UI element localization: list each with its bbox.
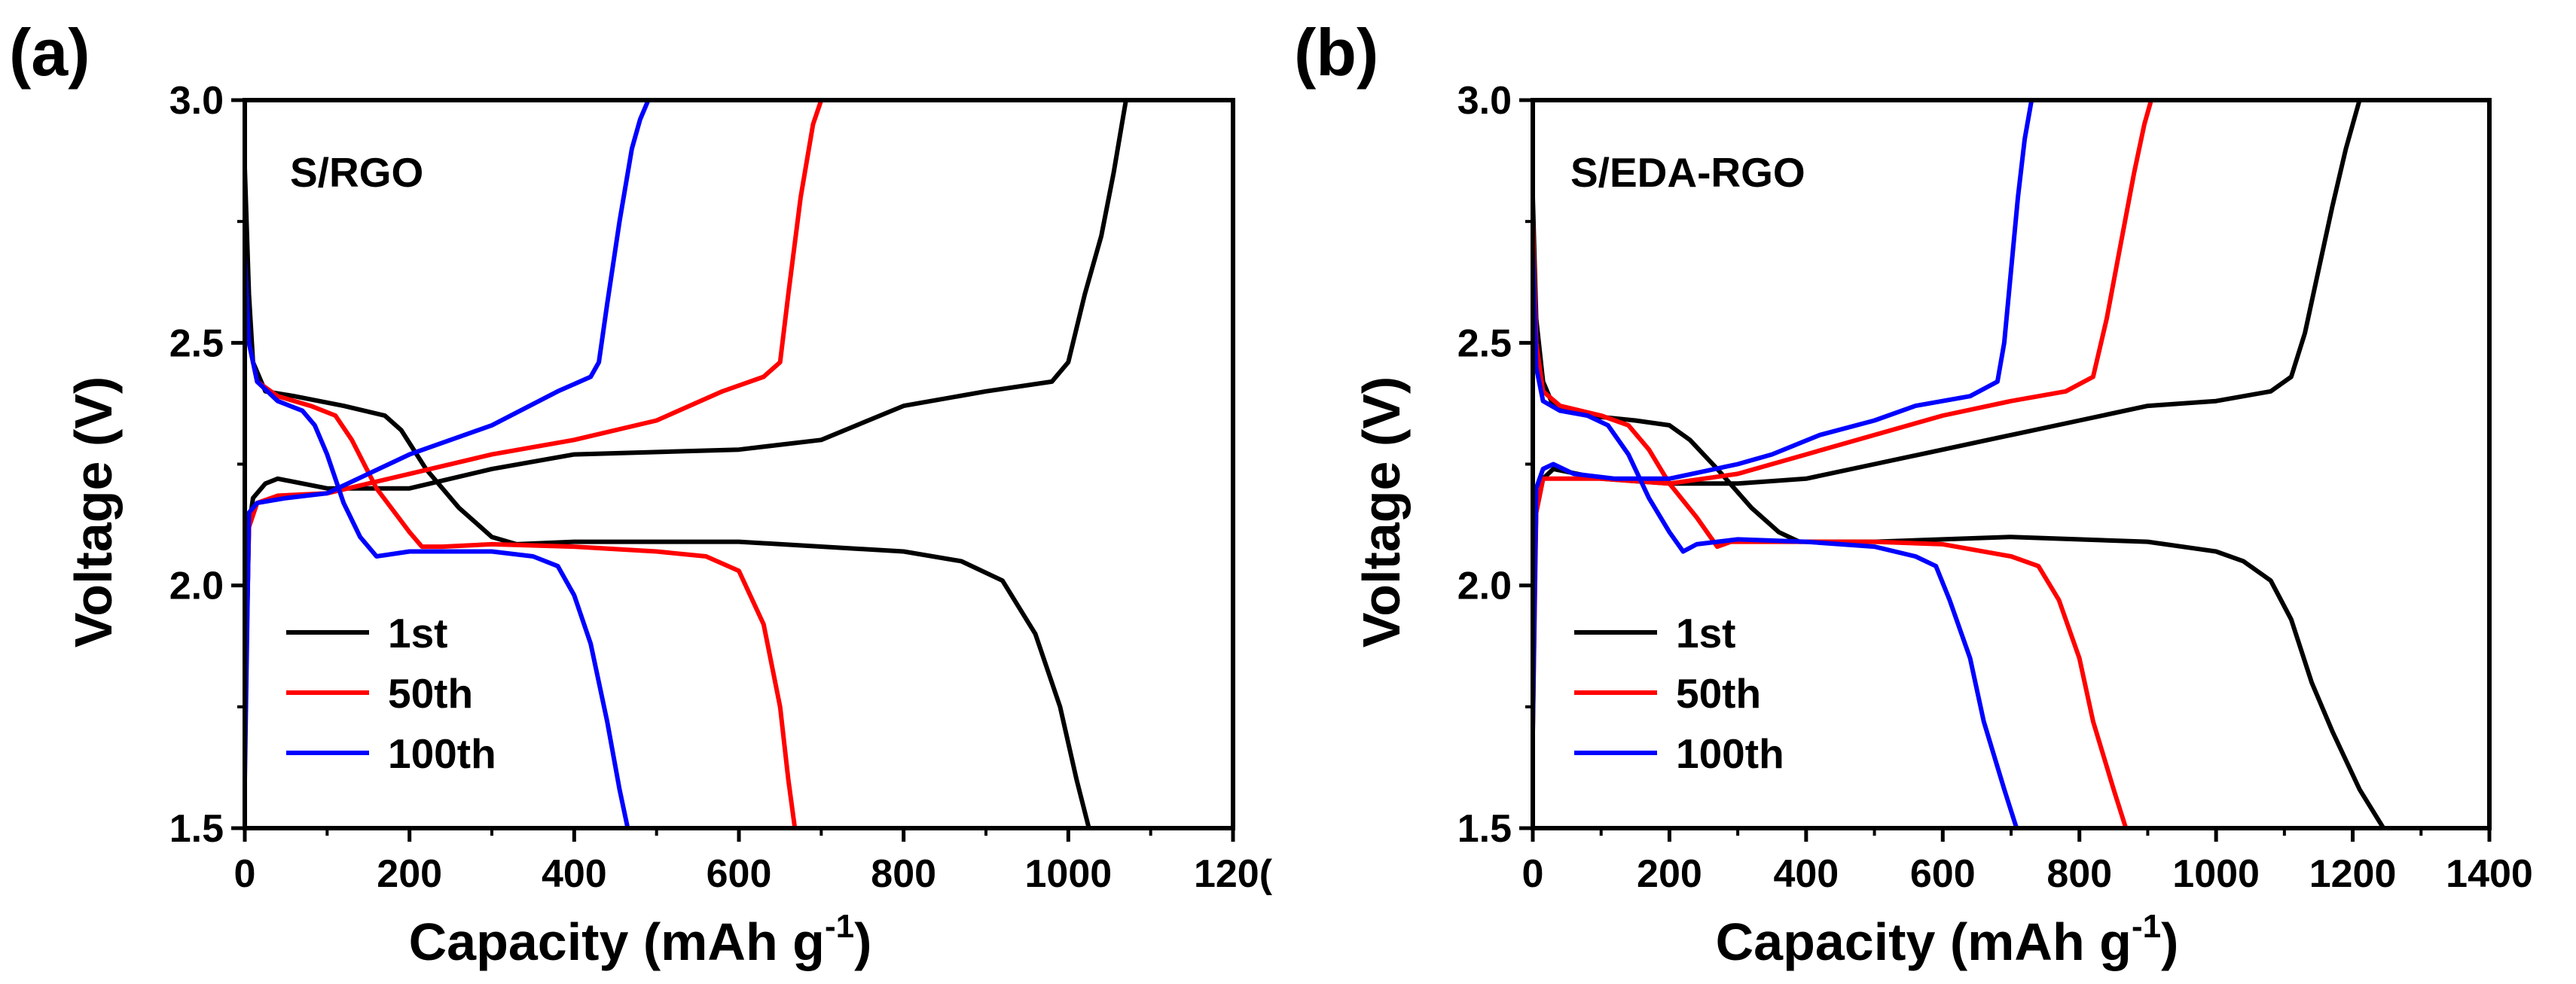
y-tick-label: 3.0 <box>169 79 224 123</box>
legend-label-100th: 100th <box>1676 730 1784 777</box>
panel-b-xlabel: Capacity (mAh g-1) <box>1716 908 2179 971</box>
x-tick-label: 800 <box>871 852 936 896</box>
series-50th-discharge-line <box>243 282 798 830</box>
legend-label-50th: 50th <box>388 670 473 717</box>
panel-b-xlabel-superscript: -1 <box>2132 908 2161 945</box>
x-tick-label: 200 <box>377 852 442 896</box>
panel-b-xlabel-main: Capacity (mAh g <box>1716 912 2132 971</box>
panel-a-legend: 1st 50th 100th <box>286 610 496 777</box>
series-1st-charge-line <box>243 98 1128 734</box>
x-tick-label: 1000 <box>2172 852 2260 896</box>
series-100th-discharge-line <box>1531 243 2019 830</box>
x-tick-label: 600 <box>707 852 772 896</box>
panel-b-xlabel-tail: ) <box>2161 912 2178 971</box>
panel-b-ylabel: Voltage (V) <box>1352 376 1411 647</box>
x-tick-label: 400 <box>542 852 607 896</box>
series-100th-charge-line <box>1531 98 2034 734</box>
x-tick-label: 600 <box>1910 852 1976 896</box>
panel-b-series <box>1531 98 2386 830</box>
panel-a-label: (a) <box>9 15 90 90</box>
panel-a-annotation: S/RGO <box>290 149 423 196</box>
panel-b-ticks: 0 200 400 600 800 1000 1200 1400 1.5 2.0 2.5 3.0 <box>1457 79 2533 896</box>
legend-label-100th: 100th <box>388 730 496 777</box>
panel-b-label: (b) <box>1294 15 1378 90</box>
y-tick-label: 1.5 <box>1457 807 1512 851</box>
x-tick-label: 800 <box>2046 852 2112 896</box>
panel-a-ylabel: Voltage (V) <box>64 376 123 647</box>
x-tick-label: 0 <box>1522 852 1544 896</box>
panel-a-ticks: 0 200 400 600 800 1000 120( 1.5 2.0 2.5 3.0 <box>169 79 1273 896</box>
y-tick-label: 2.0 <box>1457 565 1512 608</box>
legend-label-50th: 50th <box>1676 670 1761 717</box>
y-tick-label: 3.0 <box>1457 79 1512 123</box>
panel-b-legend: 1st 50th 100th <box>1574 610 1784 777</box>
panel-a-xlabel-tail: ) <box>854 912 871 971</box>
x-tick-label: 1200 <box>2309 852 2397 896</box>
x-tick-label: 200 <box>1637 852 1702 896</box>
y-tick-label: 2.5 <box>1457 321 1512 365</box>
panel-a-series <box>243 98 1128 830</box>
series-100th-discharge-line <box>243 253 630 830</box>
x-tick-label: 400 <box>1773 852 1839 896</box>
x-tick-label: 120( <box>1194 852 1273 896</box>
series-50th-charge-line <box>1531 98 2153 734</box>
x-tick-label: 1400 <box>2446 852 2533 896</box>
panel-a-xlabel-main: Capacity (mAh g <box>409 912 825 971</box>
y-tick-label: 1.5 <box>169 807 224 851</box>
x-tick-label: 1000 <box>1024 852 1112 896</box>
panel-a-frame <box>243 98 1235 830</box>
y-tick-label: 2.0 <box>169 565 224 608</box>
panel-b-annotation: S/EDA-RGO <box>1570 149 1805 196</box>
panel-a-xlabel: Capacity (mAh g-1) <box>409 908 872 971</box>
panel-b-frame <box>1531 98 2492 830</box>
legend-label-1st: 1st <box>388 610 448 657</box>
legend-label-1st: 1st <box>1676 610 1736 657</box>
panel-b: (b) S/EDA-RGO Voltage (V) Capacity (mAh … <box>1294 15 2533 971</box>
panel-a-xlabel-superscript: -1 <box>825 908 854 945</box>
y-tick-label: 2.5 <box>169 321 224 365</box>
panel-a: (a) S/RGO Voltage (V) Capacity (mAh g-1)… <box>9 15 1273 971</box>
series-100th-charge-line <box>243 98 651 782</box>
x-tick-label: 0 <box>234 852 256 896</box>
